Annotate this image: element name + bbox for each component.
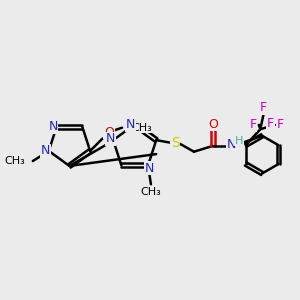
Text: N: N xyxy=(126,118,135,131)
Text: F: F xyxy=(277,118,284,131)
Text: CH₃: CH₃ xyxy=(131,123,152,133)
Text: N: N xyxy=(106,132,115,145)
Text: F: F xyxy=(250,118,256,131)
Text: H: H xyxy=(235,136,243,146)
Text: CH₃: CH₃ xyxy=(140,187,161,196)
Text: O: O xyxy=(208,118,218,131)
Text: F: F xyxy=(267,117,274,130)
Text: N: N xyxy=(49,120,58,133)
Text: S: S xyxy=(171,136,179,150)
Text: N: N xyxy=(145,162,154,175)
Text: F: F xyxy=(260,101,267,114)
Text: O: O xyxy=(104,126,114,139)
Text: N: N xyxy=(40,144,50,158)
Text: CH₃: CH₃ xyxy=(4,156,25,166)
Text: N: N xyxy=(227,138,236,151)
